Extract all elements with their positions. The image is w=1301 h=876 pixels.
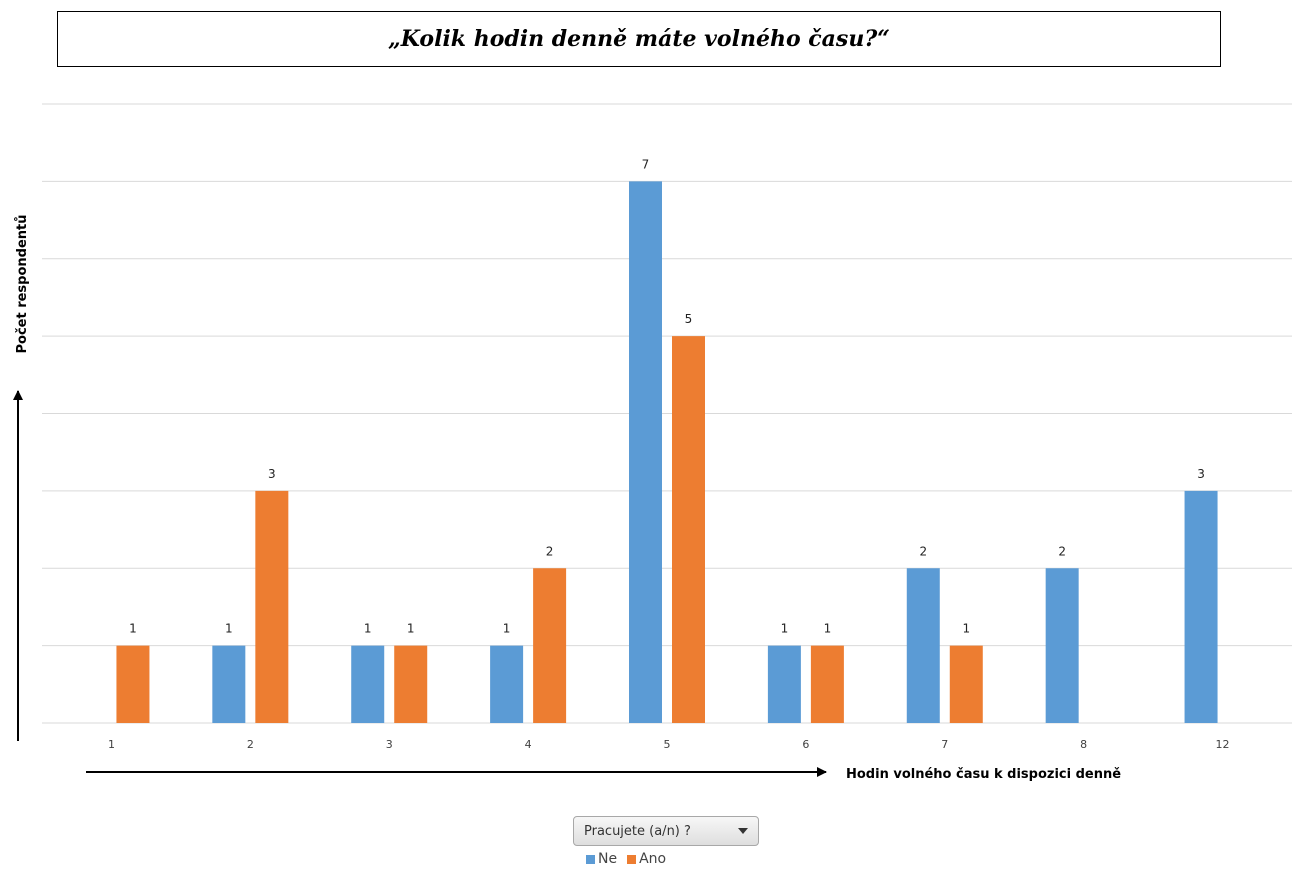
data-label: 1 <box>407 622 415 636</box>
bar-ano-7 <box>949 645 983 723</box>
legend-item-ano: Ano <box>627 851 666 867</box>
bar-ne-2 <box>212 645 246 723</box>
data-label: 1 <box>824 622 832 636</box>
bar-ne-6 <box>767 645 801 723</box>
filter-dropdown-button[interactable]: Pracujete (a/n) ? <box>573 816 759 846</box>
filter-label: Pracujete (a/n) ? <box>584 823 691 839</box>
bar-ano-1 <box>116 645 150 723</box>
legend-swatch-ne <box>586 854 595 864</box>
bar-ne-8 <box>1045 568 1079 723</box>
data-label: 1 <box>129 622 137 636</box>
x-tick-label: 2 <box>247 738 254 751</box>
legend-item-ne: Ne <box>586 851 617 867</box>
x-tick-label: 5 <box>664 738 671 751</box>
x-tick-label: 12 <box>1216 738 1230 751</box>
bar-ne-7 <box>906 568 940 723</box>
data-label: 1 <box>364 622 372 636</box>
data-label: 1 <box>962 622 970 636</box>
legend: Ne Ano <box>586 851 666 867</box>
bar-ano-6 <box>810 645 844 723</box>
bar-ano-4 <box>533 568 567 723</box>
legend-label-ano: Ano <box>639 851 667 867</box>
data-label: 3 <box>268 467 276 481</box>
data-label: 1 <box>781 622 789 636</box>
chart-title: „Kolik hodin denně máte volného času?“ <box>388 26 890 52</box>
data-label: 1 <box>503 622 511 636</box>
bar-ne-5 <box>629 181 662 723</box>
data-label: 2 <box>919 544 927 558</box>
x-tick-label: 8 <box>1080 738 1087 751</box>
legend-label-ne: Ne <box>598 851 618 867</box>
bar-ne-12 <box>1184 490 1218 723</box>
x-tick-label: 4 <box>525 738 532 751</box>
legend-swatch-ano <box>627 854 637 864</box>
data-label: 1 <box>225 622 233 636</box>
bar-ano-5 <box>672 336 705 723</box>
data-label: 2 <box>546 544 554 558</box>
bar-ano-3 <box>394 645 428 723</box>
bar-ne-3 <box>351 645 385 723</box>
x-axis-title: Hodin volného času k dispozici denně <box>846 767 1121 782</box>
x-tick-label: 6 <box>802 738 809 751</box>
dropdown-caret-icon <box>738 828 748 834</box>
data-label: 5 <box>685 312 693 326</box>
data-label: 2 <box>1058 544 1066 558</box>
chart-title-box: „Kolik hodin denně máte volného času?“ <box>57 11 1221 67</box>
x-tick-label: 3 <box>386 738 393 751</box>
data-label: 3 <box>1197 467 1205 481</box>
y-axis-title: Počet respondentů <box>15 214 30 353</box>
x-tick-label: 1 <box>108 738 115 751</box>
bar-ano-2 <box>255 490 289 723</box>
bar-ne-4 <box>490 645 524 723</box>
data-label: 7 <box>642 157 650 171</box>
x-tick-label: 7 <box>941 738 948 751</box>
